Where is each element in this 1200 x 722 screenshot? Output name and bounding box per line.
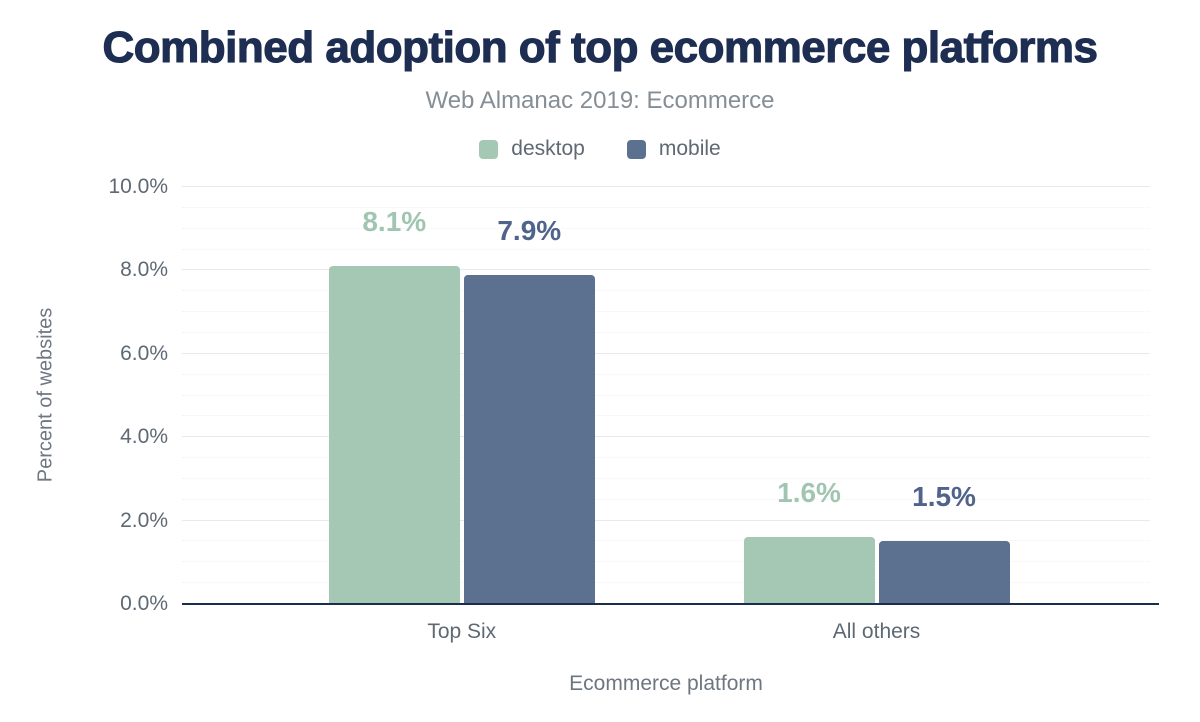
legend-item-mobile[interactable]: mobile bbox=[626, 137, 721, 161]
y-axis-tick-labels: 0.0% 2.0% 4.0% 6.0% 8.0% 10.0% bbox=[70, 175, 168, 615]
x-axis-line bbox=[182, 603, 1159, 605]
grid-line-minor bbox=[182, 206, 1150, 208]
grid-line-minor bbox=[182, 477, 1150, 479]
y-tick-label: 2.0% bbox=[120, 508, 168, 532]
y-tick-label: 8.0% bbox=[120, 258, 168, 282]
grid-line-major bbox=[182, 269, 1150, 271]
y-axis-title: Percent of websites bbox=[34, 307, 57, 483]
bar-desktop[interactable] bbox=[328, 266, 460, 604]
grid-line-minor bbox=[182, 561, 1150, 563]
grid-line-minor bbox=[182, 373, 1150, 375]
legend-label: desktop bbox=[511, 137, 585, 160]
grid-line-major bbox=[182, 352, 1150, 354]
grid-line-minor bbox=[182, 582, 1150, 584]
bar-mobile[interactable] bbox=[878, 541, 1010, 604]
grid-line-minor bbox=[182, 498, 1150, 500]
x-category-label: Top Six bbox=[427, 620, 497, 643]
y-tick-label: 10.0% bbox=[108, 175, 168, 198]
grid-line-minor bbox=[182, 311, 1150, 313]
legend-swatch-desktop bbox=[479, 139, 499, 159]
grid-line-minor bbox=[182, 331, 1150, 333]
grid-line-major bbox=[182, 519, 1150, 521]
x-category-label: All others bbox=[832, 620, 921, 643]
bar-value-label: 1.6% bbox=[777, 477, 841, 509]
legend: desktop mobile bbox=[0, 137, 1200, 161]
x-axis-category-labels: Top Six All others bbox=[182, 619, 1150, 645]
chart-subtitle: Web Almanac 2019: Ecommerce bbox=[425, 87, 775, 114]
grid-line-major bbox=[182, 186, 1150, 187]
y-tick-label: 6.0% bbox=[120, 341, 168, 365]
bar-desktop[interactable] bbox=[743, 537, 875, 604]
legend-swatch-mobile bbox=[626, 139, 646, 159]
bar-value-label: 7.9% bbox=[497, 214, 562, 246]
plot-area: 8.1% 1.6% 7.9% 1.5% bbox=[182, 186, 1159, 605]
y-tick-label: 0.0% bbox=[120, 592, 168, 615]
grid-line-minor bbox=[182, 457, 1150, 459]
grid-line-minor bbox=[182, 227, 1150, 229]
grid-line-minor bbox=[182, 248, 1150, 250]
grid-line-major bbox=[182, 436, 1150, 438]
bar-value-label: 1.5% bbox=[912, 481, 976, 513]
grid-line-minor bbox=[182, 415, 1150, 417]
x-axis-title: Ecommerce platform bbox=[569, 672, 763, 695]
legend-item-desktop[interactable]: desktop bbox=[479, 137, 585, 161]
grid-line-minor bbox=[182, 290, 1150, 292]
chart-title: Combined adoption of top ecommerce platf… bbox=[102, 23, 1099, 73]
y-tick-label: 4.0% bbox=[120, 425, 168, 449]
bar-mobile[interactable] bbox=[463, 274, 595, 604]
legend-label: mobile bbox=[658, 137, 721, 160]
grid-line-minor bbox=[182, 394, 1150, 396]
bar-value-label: 8.1% bbox=[362, 206, 427, 238]
grid-line-minor bbox=[182, 540, 1150, 542]
